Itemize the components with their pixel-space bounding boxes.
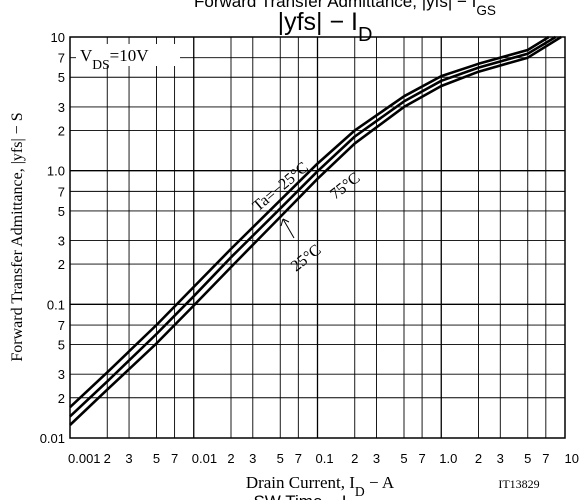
x-tick-label: 5 [524,451,531,466]
top-cut-title-fragment: Forward Transfer Admittance, |yfs| − IGS [194,0,496,18]
x-axis-label-text: Drain Current, ID − A [246,473,395,499]
y-tick-label: 0.01 [40,431,65,446]
y-tick-label: 3 [58,367,65,382]
x-tick-label: 7 [418,451,425,466]
y-axis-label: Forward Transfer Admittance, |yfs| − S [9,112,26,361]
annotation-75c: 75°C [327,169,364,203]
series-line-1 [69,35,550,409]
x-axis-label: Drain Current, ID − A [246,473,395,499]
y-tick-label: 10 [51,30,65,45]
top-fragment-text: Forward Transfer Admittance, |yfs| − IGS [194,0,496,18]
y-tick-label: 2 [58,123,65,138]
part-code-text: IT13829 [498,477,539,491]
condition-label: VDS=10V [76,44,180,72]
y-tick-label: 7 [58,318,65,333]
annotation-25c: 25°C [288,241,325,275]
x-tick-label: 3 [497,451,504,466]
part-code: IT13829 [498,477,539,491]
series-lines [69,35,562,426]
y-tick-label: 7 [58,51,65,66]
x-tick-label: 3 [125,451,132,466]
y-tick-label: 0.1 [47,297,65,312]
x-tick-label: 3 [373,451,380,466]
x-tick-label: 0.1 [316,451,334,466]
series-line-2 [69,35,557,418]
x-tick-label: 7 [542,451,549,466]
condition-text: VDS=10V [80,46,149,72]
x-tick-label: 3 [249,451,256,466]
y-tick-label: 5 [58,338,65,353]
x-tick-label: 0.001 [68,451,101,466]
x-tick-label: 5 [400,451,407,466]
chart-title-text: |yfs| − ID [278,8,373,46]
x-tick-labels: 0.001 2 3 5 7 0.01 2 3 5 7 0.1 2 3 5 7 1.0 2 3 5 7 10 [68,451,579,466]
x-tick-label: 2 [475,451,482,466]
plot-frame [69,36,566,439]
bottom-cut-fragment: SW Time − I [253,492,346,500]
y-tick-label: 7 [58,184,65,199]
y-tick-label: 3 [58,100,65,115]
y-tick-label: 5 [58,70,65,85]
plot-border [69,36,566,439]
x-tick-label: 5 [153,451,160,466]
y-tick-label: 3 [58,234,65,249]
bottom-fragment-text: SW Time − I [253,492,346,500]
x-tick-label: 2 [351,451,358,466]
condition-background [76,44,180,66]
annotation-leader-line [282,218,295,239]
x-tick-label: 2 [227,451,234,466]
x-tick-label: 10 [565,451,579,466]
x-tick-label: 2 [104,451,111,466]
chart-title: |yfs| − ID [278,8,373,46]
x-tick-label: 1.0 [439,451,457,466]
y-tick-label: 2 [58,391,65,406]
curve-annotations: Ta=−25°C 75°C25°C [250,159,364,275]
y-tick-label: 5 [58,204,65,219]
y-tick-labels: 10 7 5 3 2 1.0 7 5 3 2 0.1 7 5 3 2 0.01 [40,30,65,446]
series-line-3 [69,35,562,426]
grid [70,37,565,438]
x-tick-label: 5 [277,451,284,466]
y-axis-label-text: Forward Transfer Admittance, |yfs| − S [9,112,26,361]
x-tick-label: 0.01 [192,451,217,466]
y-tick-label: 1.0 [47,164,65,179]
x-tick-label: 7 [171,451,178,466]
y-tick-label: 2 [58,257,65,272]
x-tick-label: 7 [295,451,302,466]
annotation-arrowhead [280,218,290,227]
